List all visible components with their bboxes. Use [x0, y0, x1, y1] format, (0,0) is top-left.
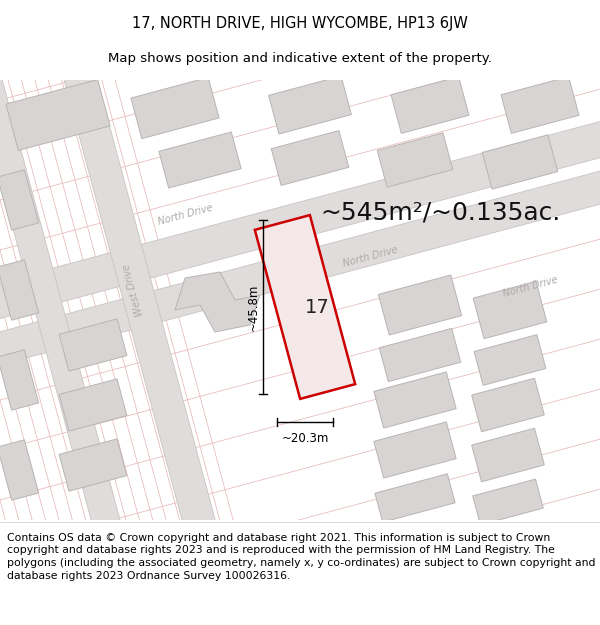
Polygon shape: [482, 135, 558, 189]
Polygon shape: [0, 170, 38, 230]
Polygon shape: [59, 319, 127, 371]
Polygon shape: [473, 479, 543, 525]
Polygon shape: [131, 78, 219, 139]
Polygon shape: [175, 272, 260, 332]
Text: North Drive: North Drive: [157, 203, 214, 227]
Polygon shape: [473, 281, 547, 339]
Polygon shape: [0, 112, 600, 328]
Text: 17: 17: [305, 298, 329, 316]
Polygon shape: [379, 275, 461, 335]
Polygon shape: [391, 77, 469, 133]
Polygon shape: [269, 76, 352, 134]
Polygon shape: [472, 378, 544, 432]
Polygon shape: [374, 372, 456, 428]
Text: Contains OS data © Crown copyright and database right 2021. This information is : Contains OS data © Crown copyright and d…: [7, 532, 596, 581]
Text: ~545m²/~0.135ac.: ~545m²/~0.135ac.: [320, 200, 560, 224]
Polygon shape: [379, 328, 461, 382]
Text: ~45.8m: ~45.8m: [247, 283, 260, 331]
Polygon shape: [59, 439, 127, 491]
Polygon shape: [374, 422, 456, 478]
Polygon shape: [59, 379, 127, 431]
Polygon shape: [377, 133, 453, 187]
Polygon shape: [0, 162, 600, 374]
Polygon shape: [6, 79, 110, 151]
Polygon shape: [0, 75, 130, 565]
Polygon shape: [0, 440, 38, 500]
Text: 17, NORTH DRIVE, HIGH WYCOMBE, HP13 6JW: 17, NORTH DRIVE, HIGH WYCOMBE, HP13 6JW: [132, 16, 468, 31]
Polygon shape: [0, 260, 38, 320]
Text: ~20.3m: ~20.3m: [281, 432, 329, 445]
Polygon shape: [159, 132, 241, 188]
Polygon shape: [472, 428, 544, 482]
Text: North Drive: North Drive: [341, 245, 398, 269]
Polygon shape: [0, 350, 38, 410]
Text: West Drive: West Drive: [121, 262, 145, 318]
Polygon shape: [474, 334, 546, 386]
Polygon shape: [375, 474, 455, 522]
Polygon shape: [271, 131, 349, 186]
Polygon shape: [54, 35, 220, 545]
Text: North Drive: North Drive: [502, 275, 559, 299]
Text: Map shows position and indicative extent of the property.: Map shows position and indicative extent…: [108, 52, 492, 65]
Polygon shape: [501, 77, 579, 133]
Polygon shape: [255, 215, 355, 399]
